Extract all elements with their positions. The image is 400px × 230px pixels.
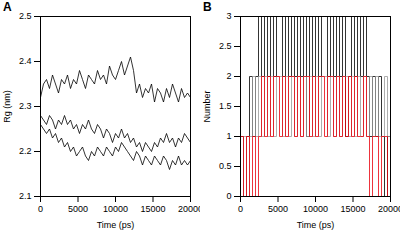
- svg-text:0: 0: [226, 191, 231, 201]
- svg-text:2: 2: [226, 71, 231, 81]
- html-text:B: B: [203, 0, 212, 14]
- svg-text:Time (ps): Time (ps): [97, 220, 135, 230]
- svg-text:2.2: 2.2: [19, 146, 32, 156]
- svg-text:15000: 15000: [140, 204, 165, 214]
- svg-text:5000: 5000: [268, 204, 288, 214]
- svg-text:0: 0: [38, 204, 43, 214]
- svg-text:Time (ps): Time (ps): [297, 220, 335, 230]
- svg-text:2.5: 2.5: [219, 41, 232, 51]
- svg-text:Number: Number: [202, 90, 212, 122]
- svg-text:5000: 5000: [68, 204, 88, 214]
- svg-text:2.5: 2.5: [19, 11, 32, 21]
- svg-text:15000: 15000: [340, 204, 365, 214]
- html-text:A: A: [3, 0, 12, 14]
- svg-text:0: 0: [238, 204, 243, 214]
- svg-text:1: 1: [226, 131, 231, 141]
- svg-text:0.5: 0.5: [219, 161, 232, 171]
- svg-text:2.4: 2.4: [19, 56, 32, 66]
- svg-text:10000: 10000: [103, 204, 128, 214]
- svg-text:1.5: 1.5: [219, 101, 232, 111]
- svg-text:2.1: 2.1: [19, 191, 32, 201]
- svg-text:Rg (nm): Rg (nm): [2, 90, 12, 123]
- svg-text:20000: 20000: [378, 204, 400, 214]
- svg-text:20000: 20000: [178, 204, 200, 214]
- svg-text:3: 3: [226, 11, 231, 21]
- svg-text:2.3: 2.3: [19, 101, 32, 111]
- svg-text:10000: 10000: [303, 204, 328, 214]
